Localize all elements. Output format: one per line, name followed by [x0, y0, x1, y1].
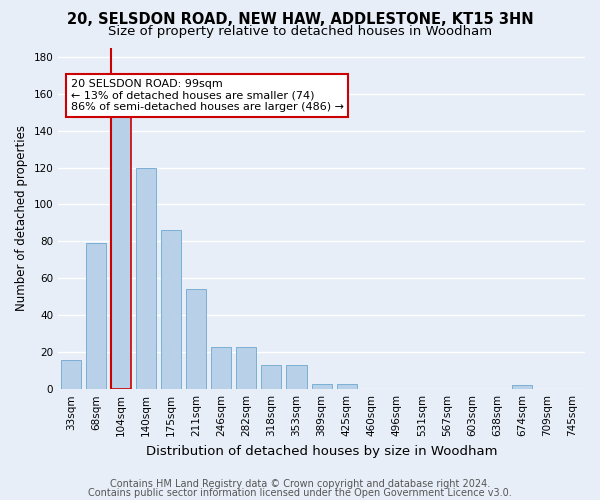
- Bar: [236, 346, 256, 389]
- Bar: [211, 346, 231, 389]
- Bar: [61, 360, 81, 389]
- Bar: [136, 168, 156, 389]
- Bar: [512, 386, 532, 389]
- Y-axis label: Number of detached properties: Number of detached properties: [15, 126, 28, 312]
- Bar: [186, 290, 206, 389]
- X-axis label: Distribution of detached houses by size in Woodham: Distribution of detached houses by size …: [146, 444, 497, 458]
- Text: 20 SELSDON ROAD: 99sqm
← 13% of detached houses are smaller (74)
86% of semi-det: 20 SELSDON ROAD: 99sqm ← 13% of detached…: [71, 79, 344, 112]
- Bar: [311, 384, 332, 389]
- Bar: [337, 384, 357, 389]
- Bar: [262, 365, 281, 389]
- Bar: [111, 112, 131, 389]
- Text: Contains HM Land Registry data © Crown copyright and database right 2024.: Contains HM Land Registry data © Crown c…: [110, 479, 490, 489]
- Text: 20, SELSDON ROAD, NEW HAW, ADDLESTONE, KT15 3HN: 20, SELSDON ROAD, NEW HAW, ADDLESTONE, K…: [67, 12, 533, 28]
- Text: Contains public sector information licensed under the Open Government Licence v3: Contains public sector information licen…: [88, 488, 512, 498]
- Bar: [161, 230, 181, 389]
- Bar: [286, 365, 307, 389]
- Text: Size of property relative to detached houses in Woodham: Size of property relative to detached ho…: [108, 25, 492, 38]
- Bar: [86, 244, 106, 389]
